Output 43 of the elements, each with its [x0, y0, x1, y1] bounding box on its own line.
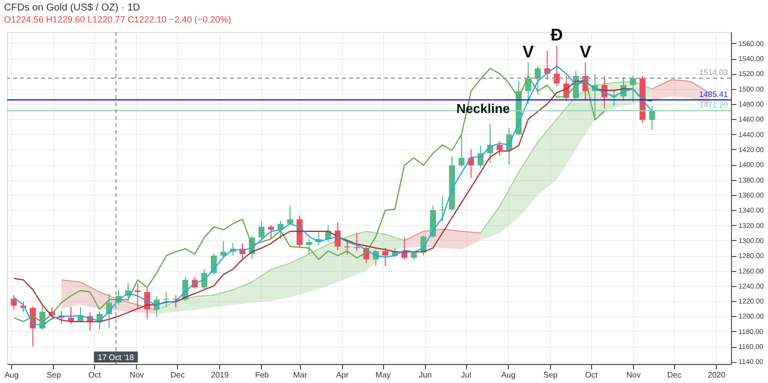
chart-title: CFDs on Gold (US$ / OZ) · 1D: [4, 2, 140, 14]
candlestick: [649, 105, 656, 130]
x-tick-label: Jul: [461, 370, 472, 380]
candlestick: [496, 140, 503, 156]
x-tick-label: Feb: [255, 370, 270, 380]
ref-line-label: 1485.41: [699, 90, 729, 99]
chart-subtitle: O1224.56 H1229.60 L1220.77 C1222.10 −2.40 (−0.20%): [4, 14, 232, 25]
x-tick-label: Aug: [4, 370, 19, 380]
x-tick-label: Dec: [170, 370, 185, 380]
candlestick: [134, 283, 141, 308]
x-tick-label: Oct: [88, 370, 102, 380]
x-tick-label: Sep: [543, 370, 558, 380]
x-tick-label: Sep: [46, 370, 62, 380]
annotation: V: [522, 42, 535, 62]
line-series: [404, 228, 482, 241]
candlestick: [201, 268, 208, 290]
candlestick: [344, 240, 350, 256]
candlestick: [630, 74, 636, 102]
candlestick: [258, 220, 264, 240]
candlestick: [554, 45, 560, 88]
x-tick-label: Nov: [130, 370, 144, 380]
x-tick-label: Oct: [585, 370, 598, 380]
x-tick-label: Aug: [501, 370, 516, 380]
annotation: Neckline: [456, 100, 510, 116]
annotation: Đ: [550, 26, 563, 45]
x-tick-label: Mar: [293, 370, 308, 380]
x-tick-label: May: [376, 370, 391, 380]
x-tick-label: 2019: [210, 370, 230, 380]
ref-line-label: 1514.03: [699, 68, 729, 78]
x-tick-label: Apr: [336, 370, 349, 380]
x-tick-label: 2020: [708, 370, 726, 380]
x-tick-label: Dec: [667, 370, 682, 380]
candlestick: [382, 248, 388, 267]
ref-line-label: 17 Oct '18: [98, 353, 135, 362]
ref-line-label: 1471.20: [699, 100, 729, 110]
candlestick: [268, 224, 274, 239]
candlestick: [10, 294, 17, 311]
x-tick-label: Nov: [626, 370, 641, 380]
candlestick: [534, 66, 541, 96]
candlestick: [458, 134, 465, 168]
x-tick-label: Jun: [418, 370, 432, 380]
annotation: V: [580, 42, 592, 62]
candlestick: [306, 238, 312, 256]
